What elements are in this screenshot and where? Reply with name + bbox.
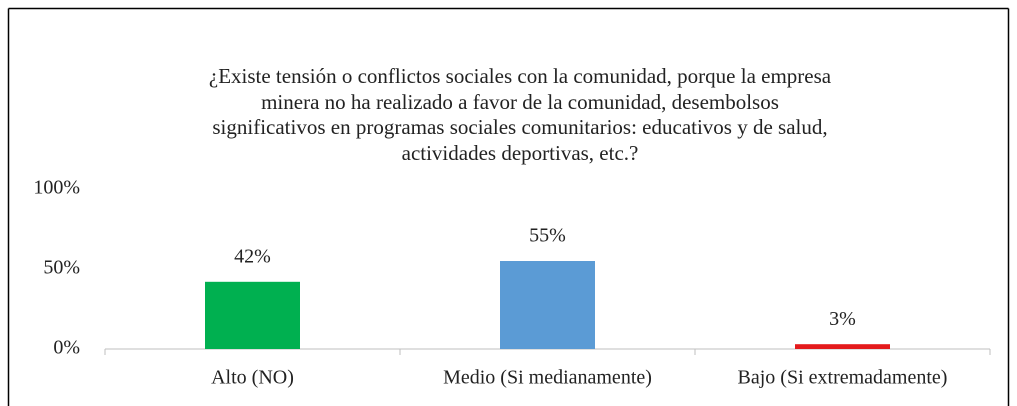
chart-title: ¿Existe tensión o conflictos sociales co… [208,64,832,166]
bar [795,344,890,349]
data-label: 3% [829,308,856,330]
y-tick-label: 0% [53,337,80,359]
y-tick-label: 100% [33,177,80,199]
bar [500,261,595,349]
data-label: 55% [529,225,566,247]
x-tick-label: Alto (NO) [211,367,294,389]
x-tick-label: Bajo (Si extremadamente) [738,367,948,389]
bar [205,281,300,349]
y-tick-label: 50% [43,257,80,279]
data-label: 42% [234,245,271,267]
x-tick-label: Medio (Si medianamente) [443,367,652,389]
